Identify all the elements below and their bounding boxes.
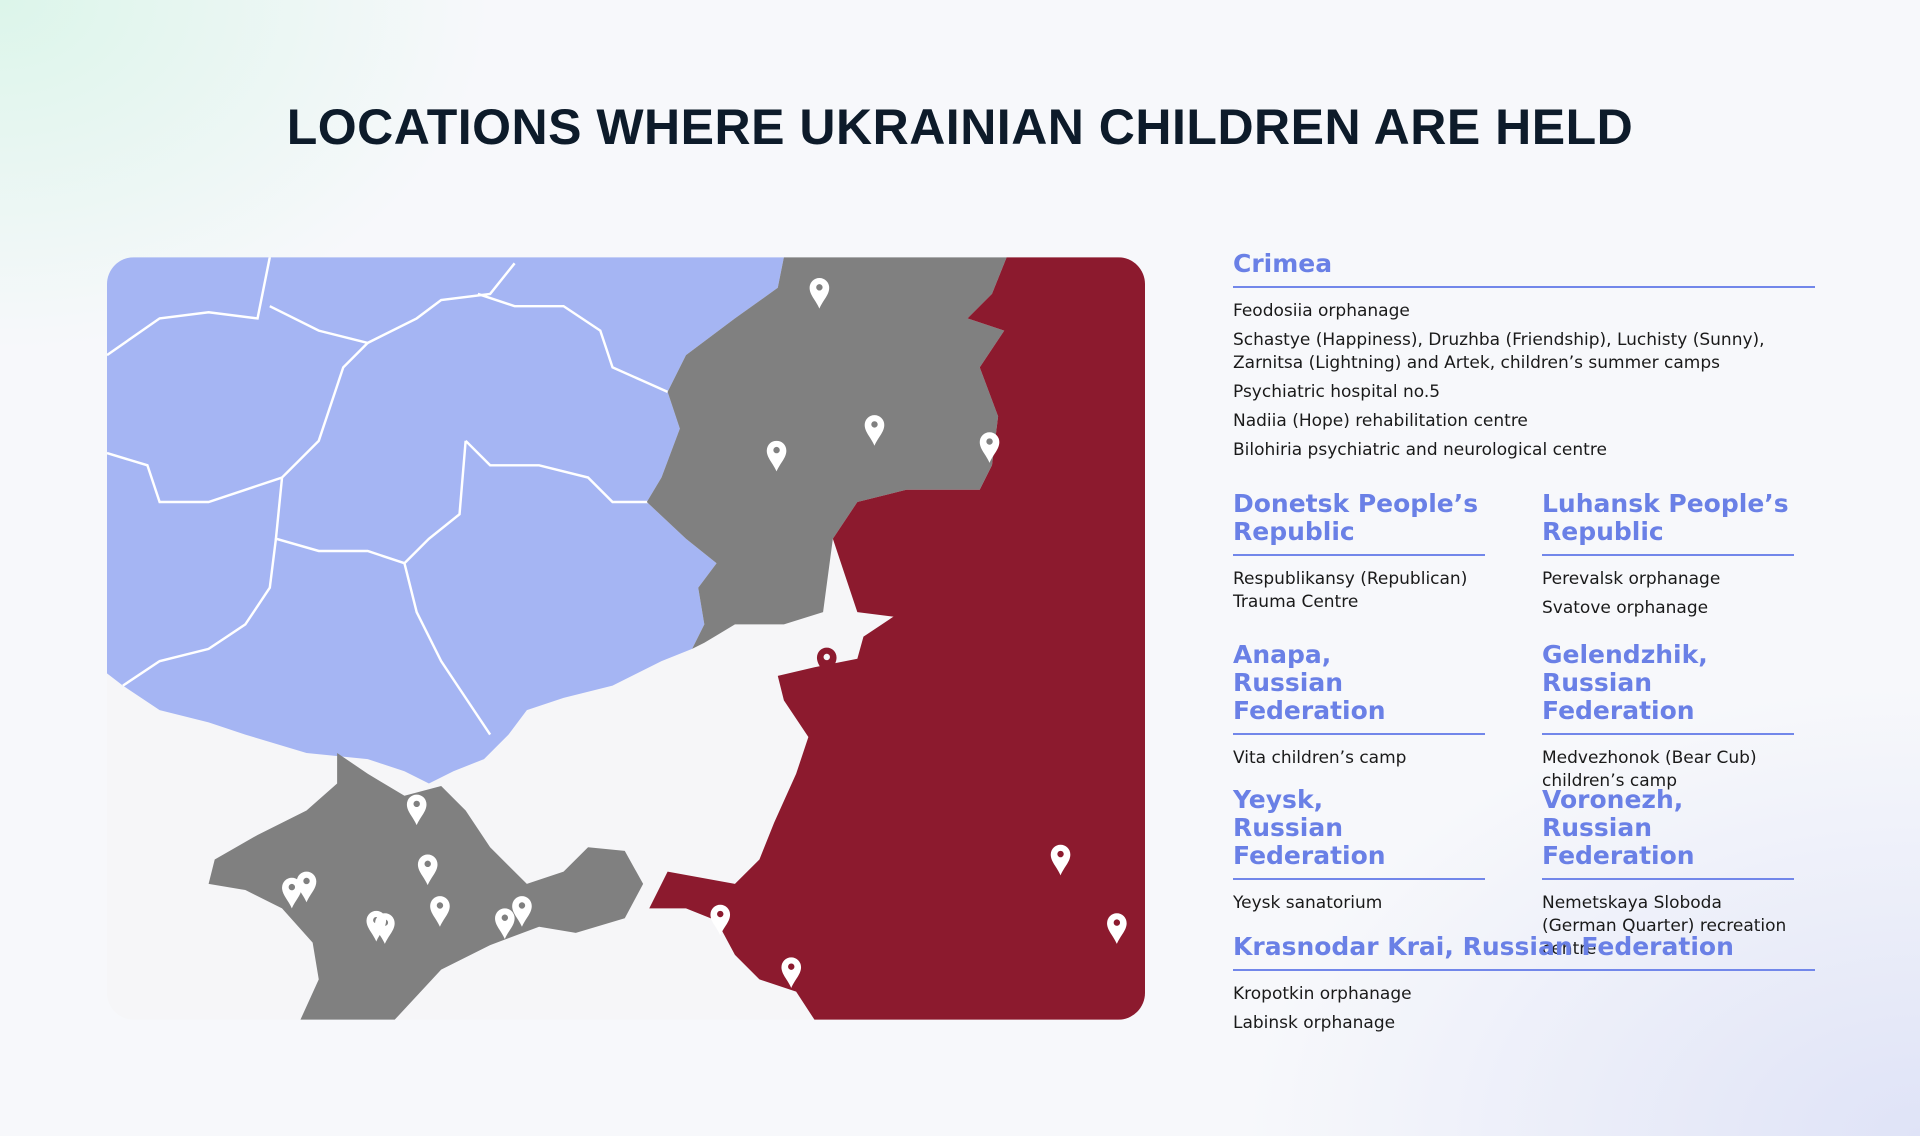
location-item: Feodosiia orphanage — [1233, 301, 1410, 321]
section-heading: Krasnodar Krai, Russian Federation — [1233, 933, 1815, 971]
location-item: Yeysk sanatorium — [1233, 893, 1383, 913]
location-item: Schastye (Happiness), Druzhba (Friendshi… — [1233, 330, 1765, 373]
location-list: Yeysk sanatorium — [1233, 892, 1485, 915]
page-title: LOCATIONS WHERE UKRAINIAN CHILDREN ARE H… — [286, 99, 1634, 155]
region-russia — [649, 257, 1145, 1020]
location-list: Feodosiia orphanage Schastye (Happiness),… — [1233, 300, 1815, 462]
section: Crimea Feodosiia orphanage Schastye (Happi… — [1233, 250, 1815, 468]
location-item: Kropotkin orphanage — [1233, 984, 1412, 1004]
section-heading: Crimea — [1233, 250, 1815, 288]
location-item: Nadiia (Hope) rehabilitation centre — [1233, 411, 1528, 431]
section: Luhansk People’s Republic Perevalsk orpha… — [1542, 490, 1794, 626]
section-heading: Voronezh, Russian Federation — [1542, 786, 1794, 880]
section: Yeysk, Russian Federation Yeysk sanatoriu… — [1233, 786, 1485, 921]
section: Gelendzhik, Russian Federation Medvezhono… — [1542, 641, 1794, 799]
location-list: Medvezhonok (Bear Cub) children’s camp — [1542, 747, 1794, 793]
section-heading: Donetsk People’s Republic — [1233, 490, 1485, 556]
location-item: Bilohiria psychiatric and neurological c… — [1233, 440, 1607, 460]
location-list: Vita children’s camp — [1233, 747, 1485, 770]
location-item: Labinsk orphanage — [1233, 1013, 1396, 1033]
region-ukraine — [107, 257, 784, 784]
section-heading: Yeysk, Russian Federation — [1233, 786, 1485, 880]
location-list: Respublikansy (Republican) Trauma Centre — [1233, 568, 1485, 614]
location-item: Medvezhonok (Bear Cub) children’s camp — [1542, 748, 1757, 791]
section: Donetsk People’s Republic Respublikansy (… — [1233, 490, 1485, 620]
region-occupied-east — [646, 257, 1007, 649]
location-item: Svatove orphanage — [1542, 598, 1709, 618]
section: Krasnodar Krai, Russian Federation Kropot… — [1233, 933, 1815, 1041]
location-list: Kropotkin orphanage Labinsk orphanage — [1233, 983, 1815, 1035]
location-list: Nemetskaya Sloboda (German Quarter) recr… — [1542, 892, 1794, 961]
section: Anapa, Russian Federation Vita children’s… — [1233, 641, 1485, 776]
location-item: Respublikansy (Republican) Trauma Centre — [1233, 569, 1468, 612]
section-heading: Luhansk People’s Republic — [1542, 490, 1794, 556]
map — [107, 257, 1145, 1020]
location-list: Perevalsk orphanage Svatove orphanage — [1542, 568, 1794, 620]
location-item: Perevalsk orphanage — [1542, 569, 1721, 589]
section: Voronezh, Russian Federation Nemetskaya S… — [1542, 786, 1794, 967]
map-regions — [107, 257, 1145, 1020]
location-item: Psychiatric hospital no.5 — [1233, 382, 1441, 402]
section-heading: Anapa, Russian Federation — [1233, 641, 1485, 735]
location-item: Vita children’s camp — [1233, 748, 1407, 768]
region-crimea — [208, 752, 644, 1020]
location-item: Nemetskaya Sloboda (German Quarter) recr… — [1542, 893, 1787, 959]
section-heading: Gelendzhik, Russian Federation — [1542, 641, 1794, 735]
